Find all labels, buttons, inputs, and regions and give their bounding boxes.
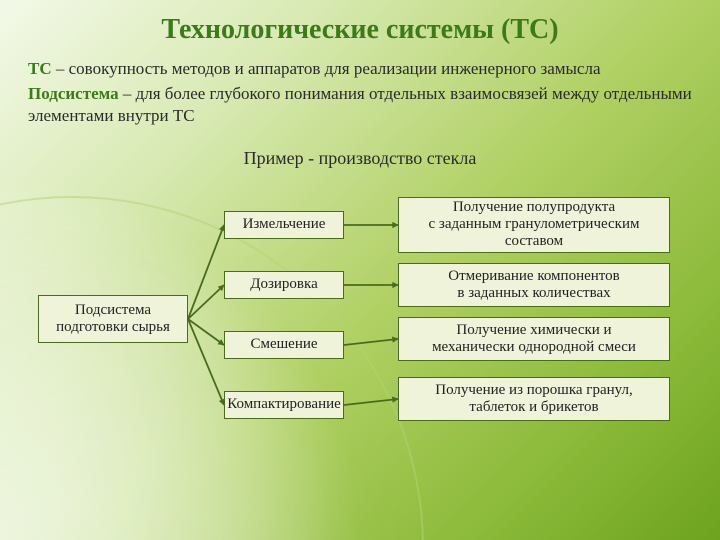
term-subsystem: Подсистема [28,84,119,103]
dash: – [119,84,136,103]
slide: Технологические системы (ТС) ТС – совоку… [0,0,720,540]
definition-subsystem: Подсистема – для более глубокого пониман… [28,83,692,126]
flowchart-node-p4: Компактирование [224,391,344,419]
example-subtitle: Пример - производство стекла [28,148,692,169]
flowchart-node-root: Подсистема подготовки сырья [38,295,188,343]
flowchart-edge [188,225,224,319]
flowchart: Подсистема подготовки сырья Измельчение До… [28,177,692,477]
flowchart-edge [188,285,224,319]
flowchart-node-d1: Получение полупродуктас заданным грануло… [398,197,670,253]
flowchart-node-p3: Смешение [224,331,344,359]
flowchart-node-p1: Измельчение [224,211,344,239]
dash: – [52,59,69,78]
definition-ts-text: совокупность методов и аппаратов для реа… [69,59,601,78]
page-title: Технологические системы (ТС) [28,14,692,46]
flowchart-edge [188,319,224,405]
flowchart-node-d2: Отмеривание компонентовв заданных количе… [398,263,670,307]
flowchart-node-d3: Получение химически имеханически однород… [398,317,670,361]
flowchart-edge [188,319,224,345]
flowchart-node-d4: Получение из порошка гранул,таблеток и б… [398,377,670,421]
definition-ts: ТС – совокупность методов и аппаратов дл… [28,58,692,79]
flowchart-edge [344,339,398,345]
flowchart-node-p2: Дозировка [224,271,344,299]
flowchart-edge [344,399,398,405]
term-ts: ТС [28,59,52,78]
